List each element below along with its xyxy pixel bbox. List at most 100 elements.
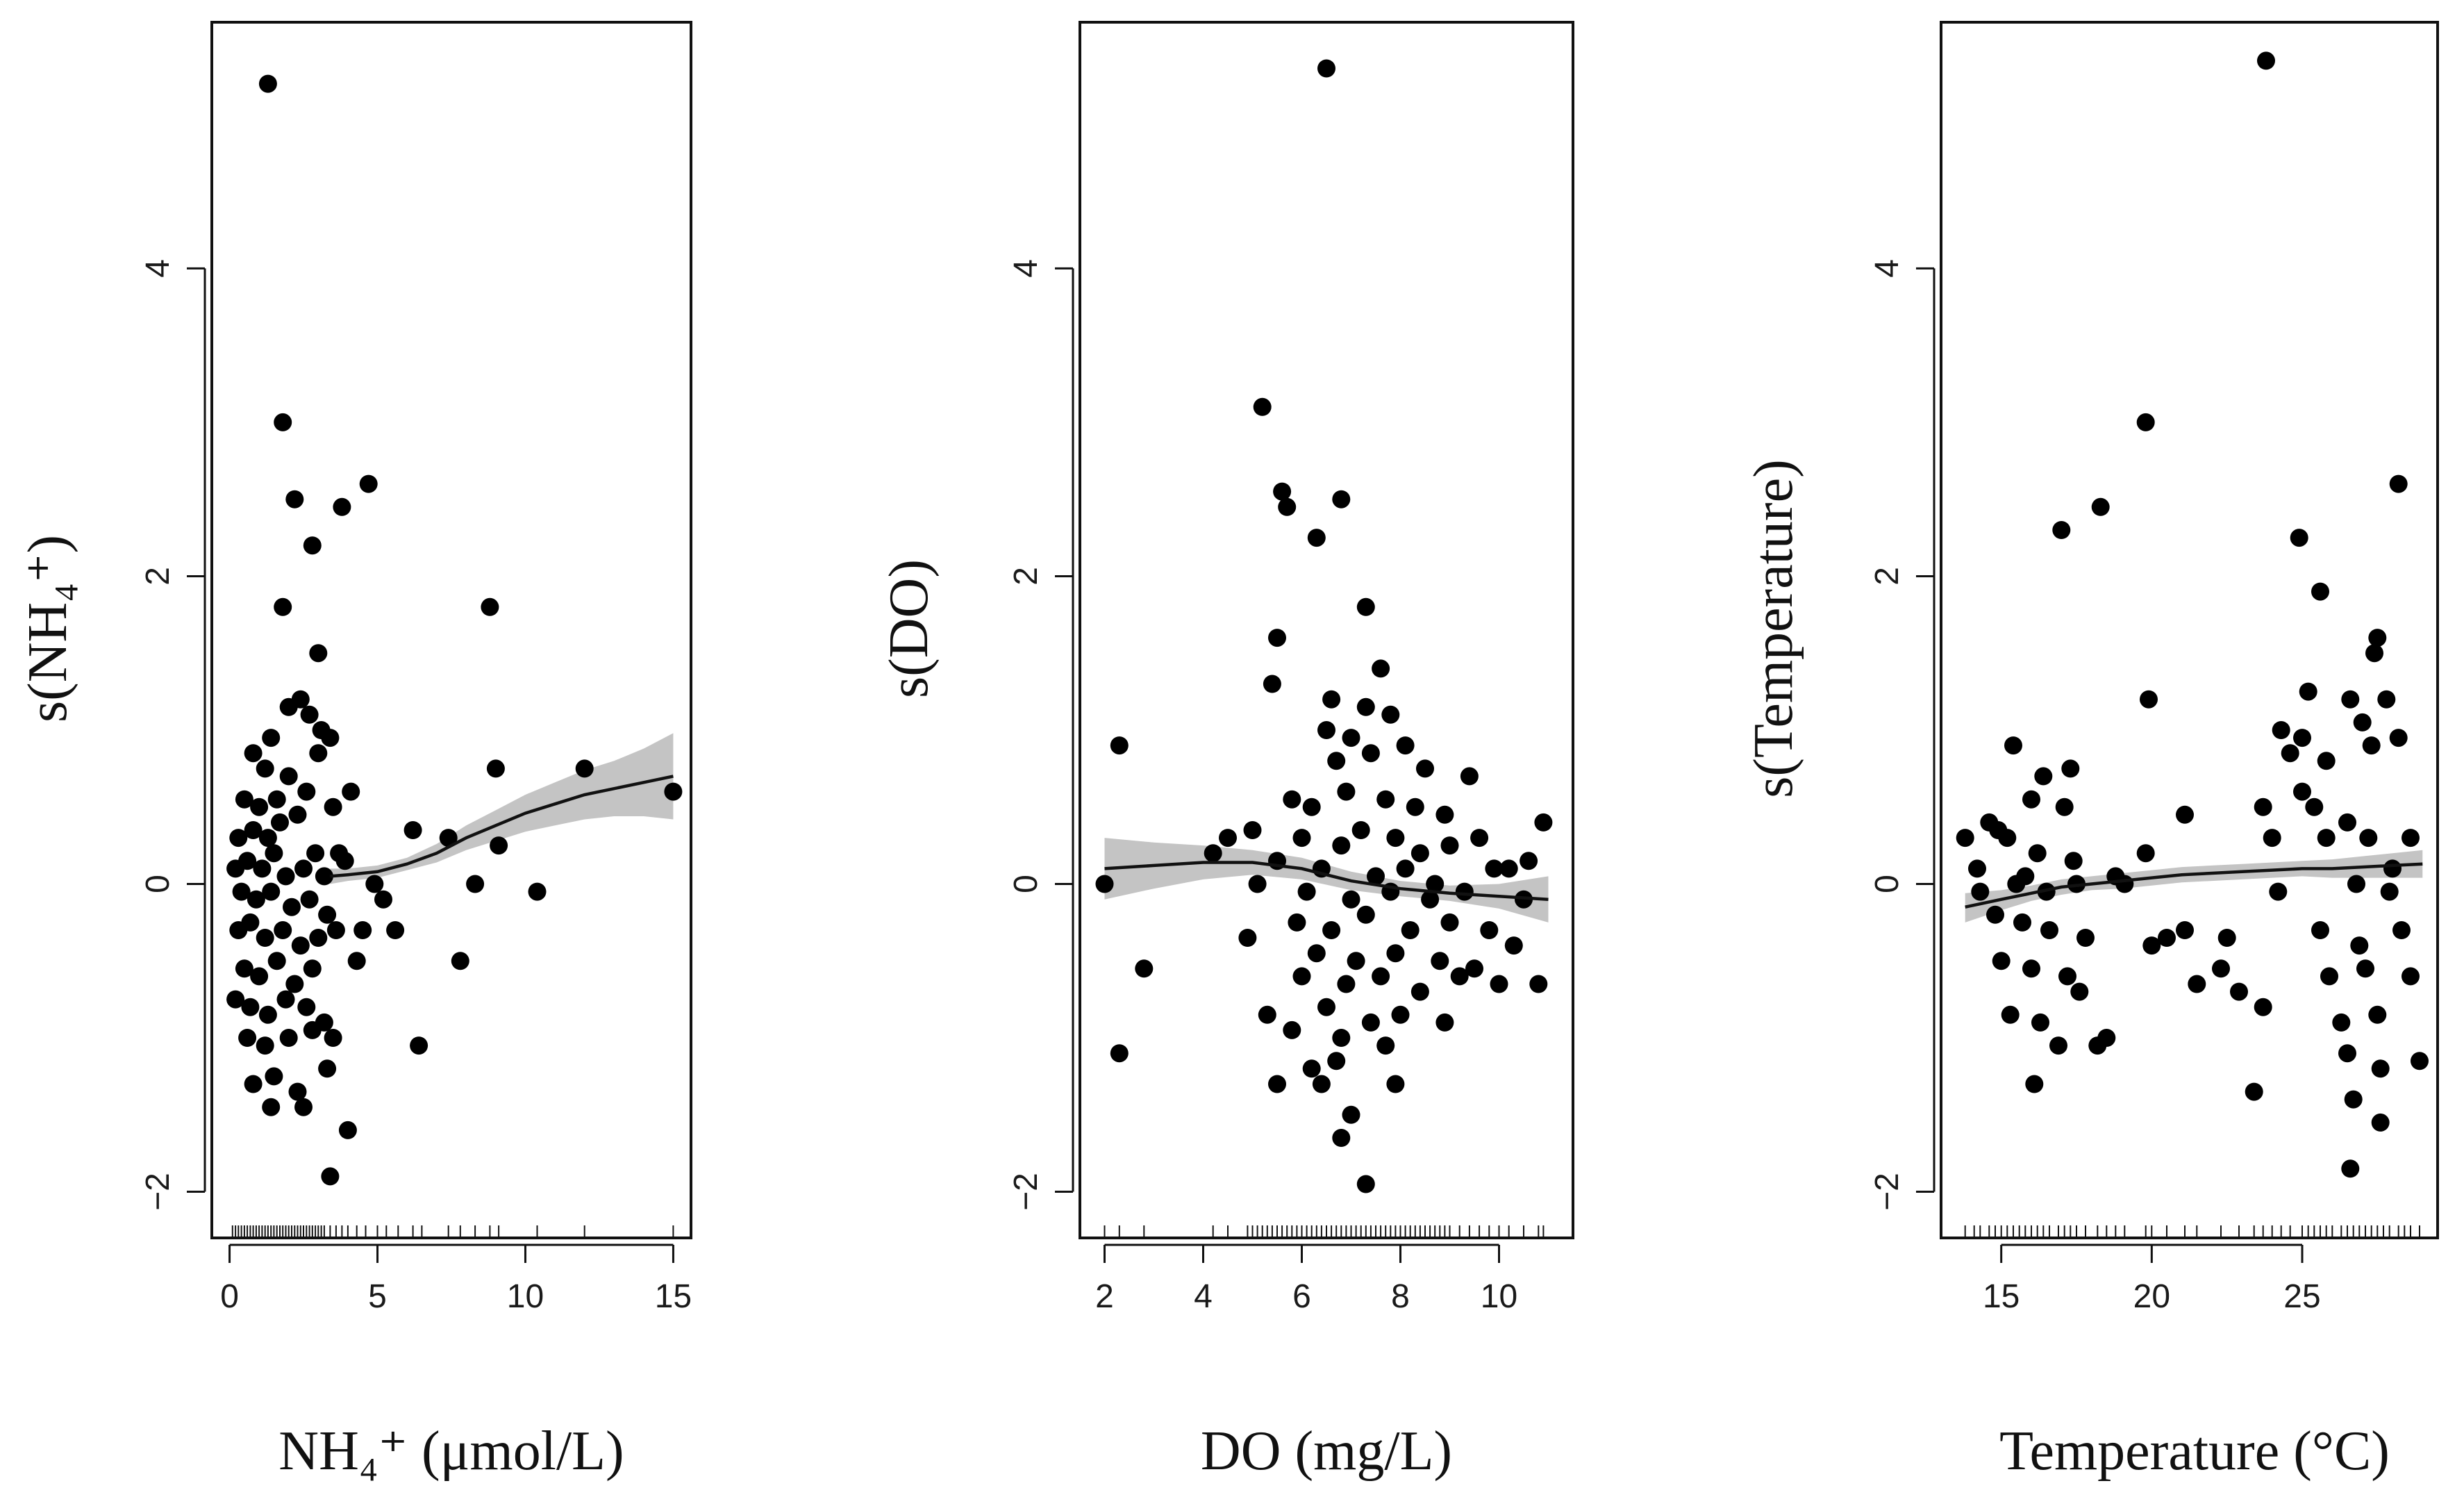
x-axis-title: DO (mg/L) — [1201, 1421, 1452, 1482]
data-point — [1238, 929, 1257, 947]
data-point — [1416, 759, 1434, 778]
data-point — [2013, 913, 2031, 932]
data-point — [2217, 929, 2236, 947]
data-point — [258, 74, 277, 93]
data-point — [2263, 829, 2281, 848]
data-point — [1204, 844, 1222, 863]
data-point — [1450, 967, 1469, 986]
data-point — [1322, 921, 1341, 939]
smooth-line — [330, 775, 674, 878]
data-point — [291, 936, 310, 955]
data-point — [2034, 767, 2053, 786]
data-point — [2064, 852, 2083, 870]
data-point — [2362, 736, 2381, 755]
data-point — [285, 975, 304, 993]
data-point — [247, 890, 265, 909]
data-point — [2004, 736, 2022, 755]
data-point — [2359, 829, 2378, 848]
data-point — [1135, 959, 1154, 978]
data-point — [279, 767, 298, 786]
data-point — [486, 759, 505, 778]
data-point — [1376, 790, 1395, 809]
data-point — [2254, 998, 2272, 1016]
data-point — [2158, 929, 2176, 947]
data-point — [283, 898, 301, 916]
data-point — [359, 474, 378, 493]
y-tick-label: 4 — [140, 259, 176, 278]
data-point — [1406, 797, 1424, 816]
data-point — [2320, 967, 2338, 986]
x-tick-label: 4 — [1194, 1278, 1213, 1315]
data-point — [1297, 882, 1316, 901]
data-point — [309, 644, 328, 663]
data-point — [267, 952, 286, 970]
data-point — [1332, 490, 1351, 509]
data-point — [490, 836, 508, 855]
data-point — [2140, 690, 2158, 709]
data-point — [285, 490, 304, 509]
confidence-band — [1104, 838, 1549, 923]
data-point — [2341, 690, 2360, 709]
data-point — [1361, 744, 1380, 763]
data-point — [1273, 482, 1292, 501]
data-point — [315, 867, 333, 886]
data-point — [2058, 967, 2076, 986]
y-tick-label: −2 — [1008, 1173, 1044, 1211]
data-point — [1302, 797, 1321, 816]
data-point — [1288, 913, 1306, 932]
data-point — [1401, 921, 1420, 939]
data-point — [321, 729, 340, 747]
data-point — [1971, 882, 1990, 901]
data-point — [1332, 1129, 1351, 1147]
data-point — [1342, 1105, 1360, 1124]
data-point — [1253, 397, 1272, 416]
data-point — [235, 959, 253, 978]
y-tick-label: 2 — [1008, 567, 1044, 586]
data-point — [2269, 882, 2288, 901]
data-point — [1956, 829, 1974, 848]
data-point — [2411, 1052, 2429, 1070]
data-point — [2365, 644, 2383, 663]
data-point — [238, 852, 257, 870]
data-point — [1219, 829, 1237, 848]
data-point — [241, 998, 260, 1016]
panel-do: 2 4 6 8 10 −2 0 2 4 DO (mg/L) s(DO) — [879, 21, 1574, 1482]
data-point — [2097, 1029, 2116, 1047]
data-point — [1435, 1013, 1454, 1032]
x-tick-label: 25 — [2283, 1278, 2320, 1315]
data-point — [1989, 821, 2008, 839]
data-point — [294, 1098, 313, 1116]
data-point — [2001, 1005, 2020, 1024]
data-point — [2392, 921, 2411, 939]
data-point — [1361, 1013, 1380, 1032]
y-axis-title: s(DO) — [879, 559, 940, 698]
data-point — [303, 1020, 322, 1039]
data-point — [2212, 959, 2230, 978]
data-point — [1356, 697, 1375, 716]
data-point — [2272, 721, 2290, 739]
data-point — [2368, 1005, 2387, 1024]
data-point — [2368, 629, 2387, 647]
confidence-band — [330, 733, 674, 884]
data-point — [1258, 1005, 1276, 1024]
data-point — [256, 759, 274, 778]
smooth-line — [1104, 861, 1549, 901]
data-point — [2136, 844, 2155, 863]
data-point — [2347, 875, 2365, 893]
data-point — [466, 875, 485, 893]
y-tick-label: 2 — [140, 567, 176, 586]
data-point — [1367, 867, 1385, 886]
data-point — [2317, 752, 2336, 770]
data-point — [244, 821, 263, 839]
data-point — [2350, 936, 2369, 955]
data-point — [306, 844, 325, 863]
data-point — [324, 797, 342, 816]
data-point — [335, 852, 354, 870]
data-point — [2290, 529, 2308, 547]
data-point — [265, 844, 283, 863]
data-point — [1485, 859, 1504, 878]
data-point — [1504, 936, 1523, 955]
data-point — [241, 913, 260, 932]
data-point — [1337, 975, 1356, 993]
data-point — [1347, 952, 1365, 970]
